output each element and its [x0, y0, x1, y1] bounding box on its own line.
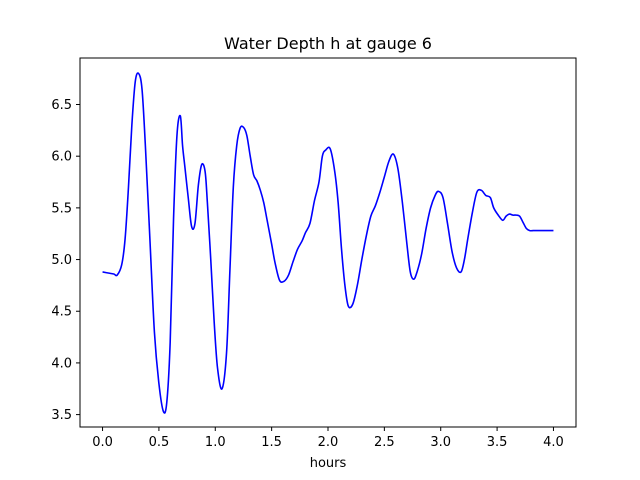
y-tick-label: 4.0	[51, 356, 72, 371]
y-tick-label: 3.5	[51, 408, 72, 423]
series-layer	[102, 72, 554, 414]
y-tick-label: 6.0	[51, 150, 72, 165]
x-axis-label: hours	[310, 456, 347, 471]
chart-title: Water Depth h at gauge 6	[224, 34, 432, 53]
x-tick-label: 1.0	[205, 435, 226, 450]
x-axis-ticks: 0.0 0.5 1.0 1.5 2.0 2.5 3.0 3.5 4.0	[92, 427, 564, 450]
x-tick-label: 0.0	[92, 435, 113, 450]
series-line-water-depth	[102, 72, 554, 414]
y-tick-label: 4.5	[51, 305, 72, 320]
x-tick-label: 4.0	[543, 435, 564, 450]
x-tick-label: 1.5	[261, 435, 282, 450]
x-tick-label: 0.5	[149, 435, 170, 450]
axes-frame	[79, 57, 577, 428]
y-axis-ticks: 3.5 4.0 4.5 5.0 5.5 6.0 6.5	[51, 98, 80, 423]
x-tick-label: 3.0	[430, 435, 451, 450]
x-tick-label: 2.0	[318, 435, 339, 450]
y-tick-label: 6.5	[51, 98, 72, 113]
y-tick-label: 5.0	[51, 253, 72, 268]
x-tick-label: 2.5	[374, 435, 395, 450]
x-tick-label: 3.5	[487, 435, 508, 450]
y-tick-label: 5.5	[51, 201, 72, 216]
plot-area	[79, 57, 577, 428]
